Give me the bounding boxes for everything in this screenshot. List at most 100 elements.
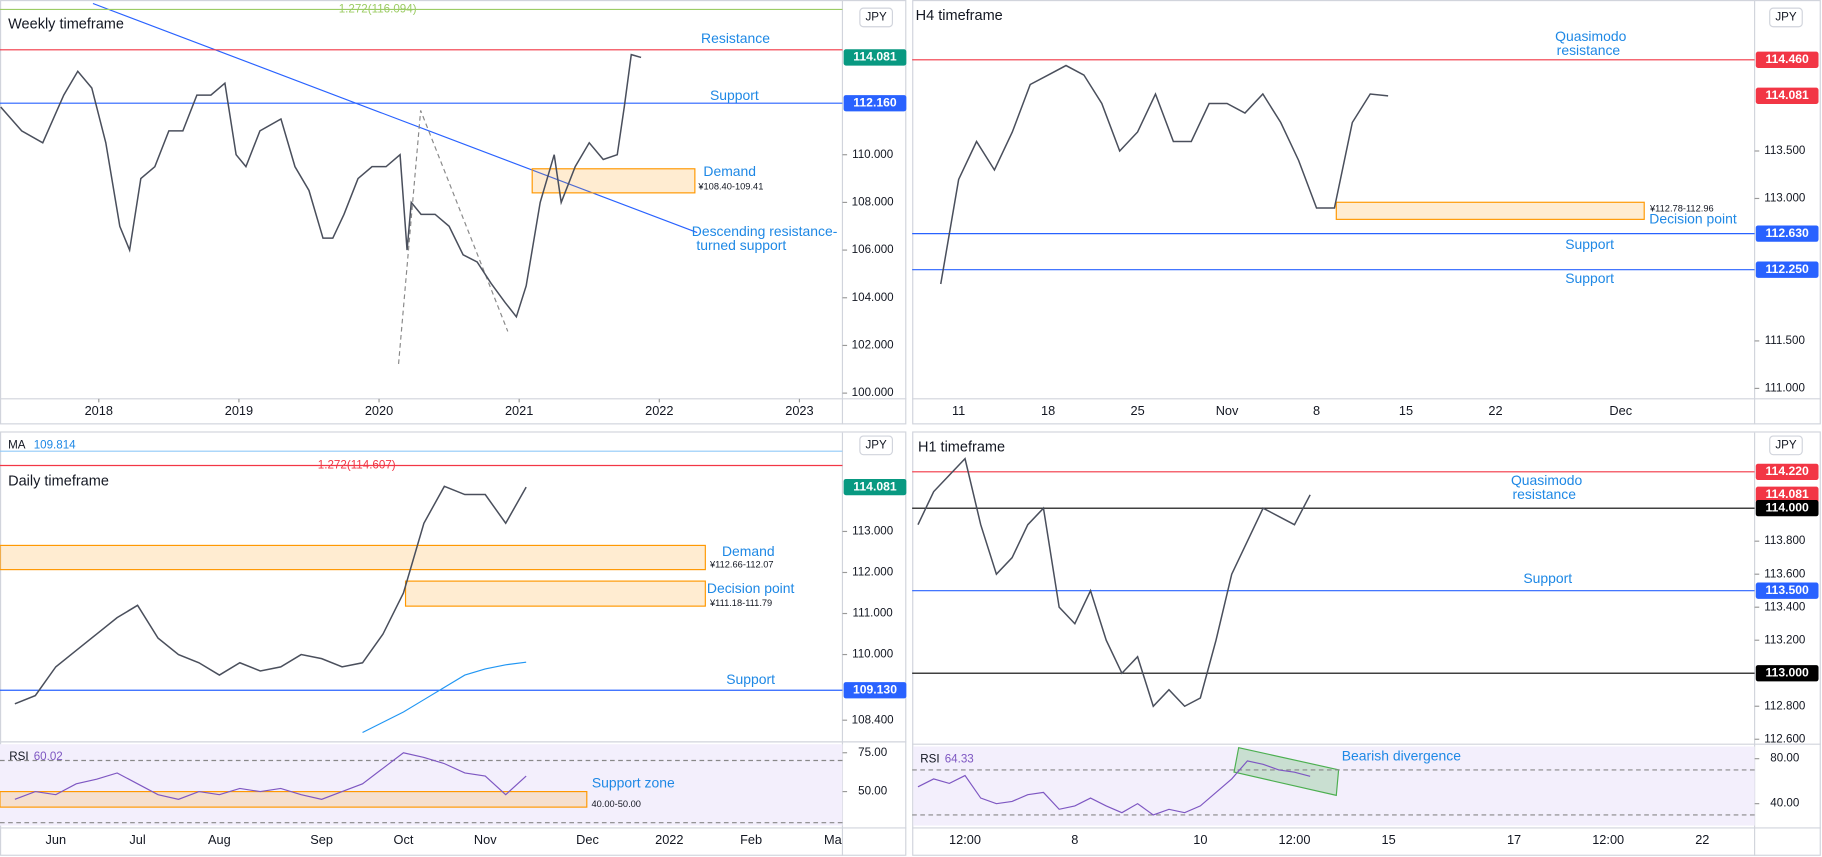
button-bg[interactable] — [859, 7, 893, 28]
x-tick-label: 2022 — [645, 403, 673, 418]
y-tick-label: 113.400 — [1764, 600, 1805, 613]
price-tag-label: 114.081 — [853, 479, 897, 493]
swing-path — [397, 110, 509, 365]
currency[interactable]: JPY — [1775, 11, 1797, 24]
price-tag — [1755, 665, 1819, 682]
price-tag — [1755, 486, 1819, 503]
x-tick-label: Oct — [394, 832, 414, 847]
currency[interactable]: JPY — [1775, 438, 1797, 451]
price-line — [917, 457, 1311, 708]
price-tag-label: 113.000 — [1765, 665, 1809, 679]
annotation: Decision point — [707, 580, 795, 596]
currency-button[interactable]: JPY — [1769, 435, 1803, 456]
price-tag — [1755, 463, 1819, 480]
x-tick-label: Nov — [474, 832, 497, 847]
x-tick-label: Dec — [1609, 403, 1632, 418]
annotation: Resistance — [701, 30, 770, 46]
y-tick-label: 104.000 — [852, 291, 894, 304]
currency-button[interactable]: JPY — [1769, 7, 1803, 28]
y-tick-label: 111.500 — [1765, 334, 1805, 347]
annotation: turned support — [696, 237, 786, 253]
x-tick-label: Jul — [129, 832, 145, 847]
price-tag — [1755, 500, 1819, 517]
price-tag-label: 113.500 — [1765, 583, 1809, 597]
x-tick-label: 2023 — [785, 403, 813, 418]
zone — [1335, 201, 1645, 220]
x-tick-label: 22 — [1488, 403, 1502, 418]
rsi-value: 60.02 — [34, 750, 63, 763]
zone-label: ¥108.40-109.41 — [697, 182, 763, 192]
button-bg[interactable] — [859, 435, 893, 456]
price-line — [14, 485, 527, 705]
y-tick-label: 112.000 — [852, 566, 893, 579]
x-tick-label: 22 — [1695, 832, 1709, 847]
y-tick-label: 100.000 — [852, 386, 894, 399]
x-tick-label: 11 — [952, 403, 965, 418]
x-tick-label: 8 — [1071, 832, 1078, 847]
button-bg[interactable] — [1769, 435, 1803, 456]
level-caption: 1.272(116.094) — [339, 3, 417, 16]
rsi-value: 64.33 — [945, 752, 974, 765]
currency-button[interactable]: JPY — [859, 7, 893, 28]
zone — [0, 544, 706, 571]
rsi-background — [913, 746, 1755, 826]
x-tick-label: Aug — [208, 832, 231, 847]
currency[interactable]: JPY — [865, 11, 887, 24]
x-tick-label: 15 — [1381, 832, 1395, 847]
x-tick-label: 12:00 — [949, 832, 981, 847]
y-tick-label: 75.00 — [858, 746, 887, 759]
price-tag — [1755, 51, 1819, 68]
x-tick-label: 2019 — [225, 403, 253, 418]
rsi-line — [917, 760, 1311, 816]
price-tag — [1755, 225, 1819, 242]
annotation: resistance — [1557, 42, 1621, 58]
panel-title: Weekly timeframe — [8, 16, 124, 32]
zone-label: ¥112.66-112.07 — [709, 560, 774, 570]
price-line — [940, 64, 1389, 285]
x-tick-label: Sep — [310, 832, 333, 847]
y-tick-label: 113.000 — [1764, 192, 1805, 205]
x-tick-label: 17 — [1507, 832, 1521, 847]
annotation: Support — [726, 671, 775, 687]
price-tag — [843, 478, 907, 496]
price-tag-label: 112.630 — [1765, 226, 1809, 240]
panel-title: Daily timeframe — [8, 473, 109, 489]
panel-title: H4 timeframe — [916, 8, 1003, 24]
y-tick-label: 50.00 — [858, 785, 887, 798]
x-tick-label: 25 — [1130, 403, 1144, 418]
x-tick-label: 2020 — [365, 403, 393, 418]
annotation: Support — [1523, 570, 1572, 586]
ma-line — [362, 661, 527, 734]
y-tick-label: 108.000 — [852, 195, 894, 208]
x-tick-label: 10 — [1193, 832, 1207, 847]
panel-title: H1 timeframe — [918, 440, 1005, 456]
price-tag-label: 114.000 — [1765, 500, 1809, 514]
y-tick-label: 102.000 — [852, 339, 894, 352]
price-tag-label: 112.160 — [853, 95, 897, 109]
y-tick-label: 110.000 — [852, 148, 893, 161]
y-tick-label: 113.200 — [1764, 633, 1805, 646]
y-tick-label: 110.000 — [852, 648, 893, 661]
x-tick-label: 18 — [1041, 403, 1055, 418]
x-tick-label: Jun — [45, 832, 66, 847]
price-tag — [1755, 87, 1819, 104]
button-bg[interactable] — [1769, 7, 1803, 28]
rsi-label: RSI — [920, 752, 939, 765]
annotation: Quasimodo — [1511, 472, 1582, 488]
currency-button[interactable]: JPY — [859, 435, 893, 456]
zone — [0, 791, 588, 808]
price-tag — [843, 682, 907, 699]
x-tick-label: 2021 — [505, 403, 533, 418]
trend-line — [92, 2, 698, 234]
x-tick-label: Feb — [740, 832, 762, 847]
currency[interactable]: JPY — [865, 438, 887, 451]
ma-label: MA — [8, 438, 26, 451]
price-tag-label: 114.081 — [853, 50, 897, 64]
x-tick-label: Ma — [824, 832, 843, 847]
price-tag-label: 112.250 — [1765, 262, 1809, 276]
price-tag — [1755, 582, 1819, 599]
annotation: Demand — [703, 163, 756, 179]
y-tick-label: 113.500 — [1764, 144, 1805, 157]
x-tick-label: Dec — [576, 832, 599, 847]
